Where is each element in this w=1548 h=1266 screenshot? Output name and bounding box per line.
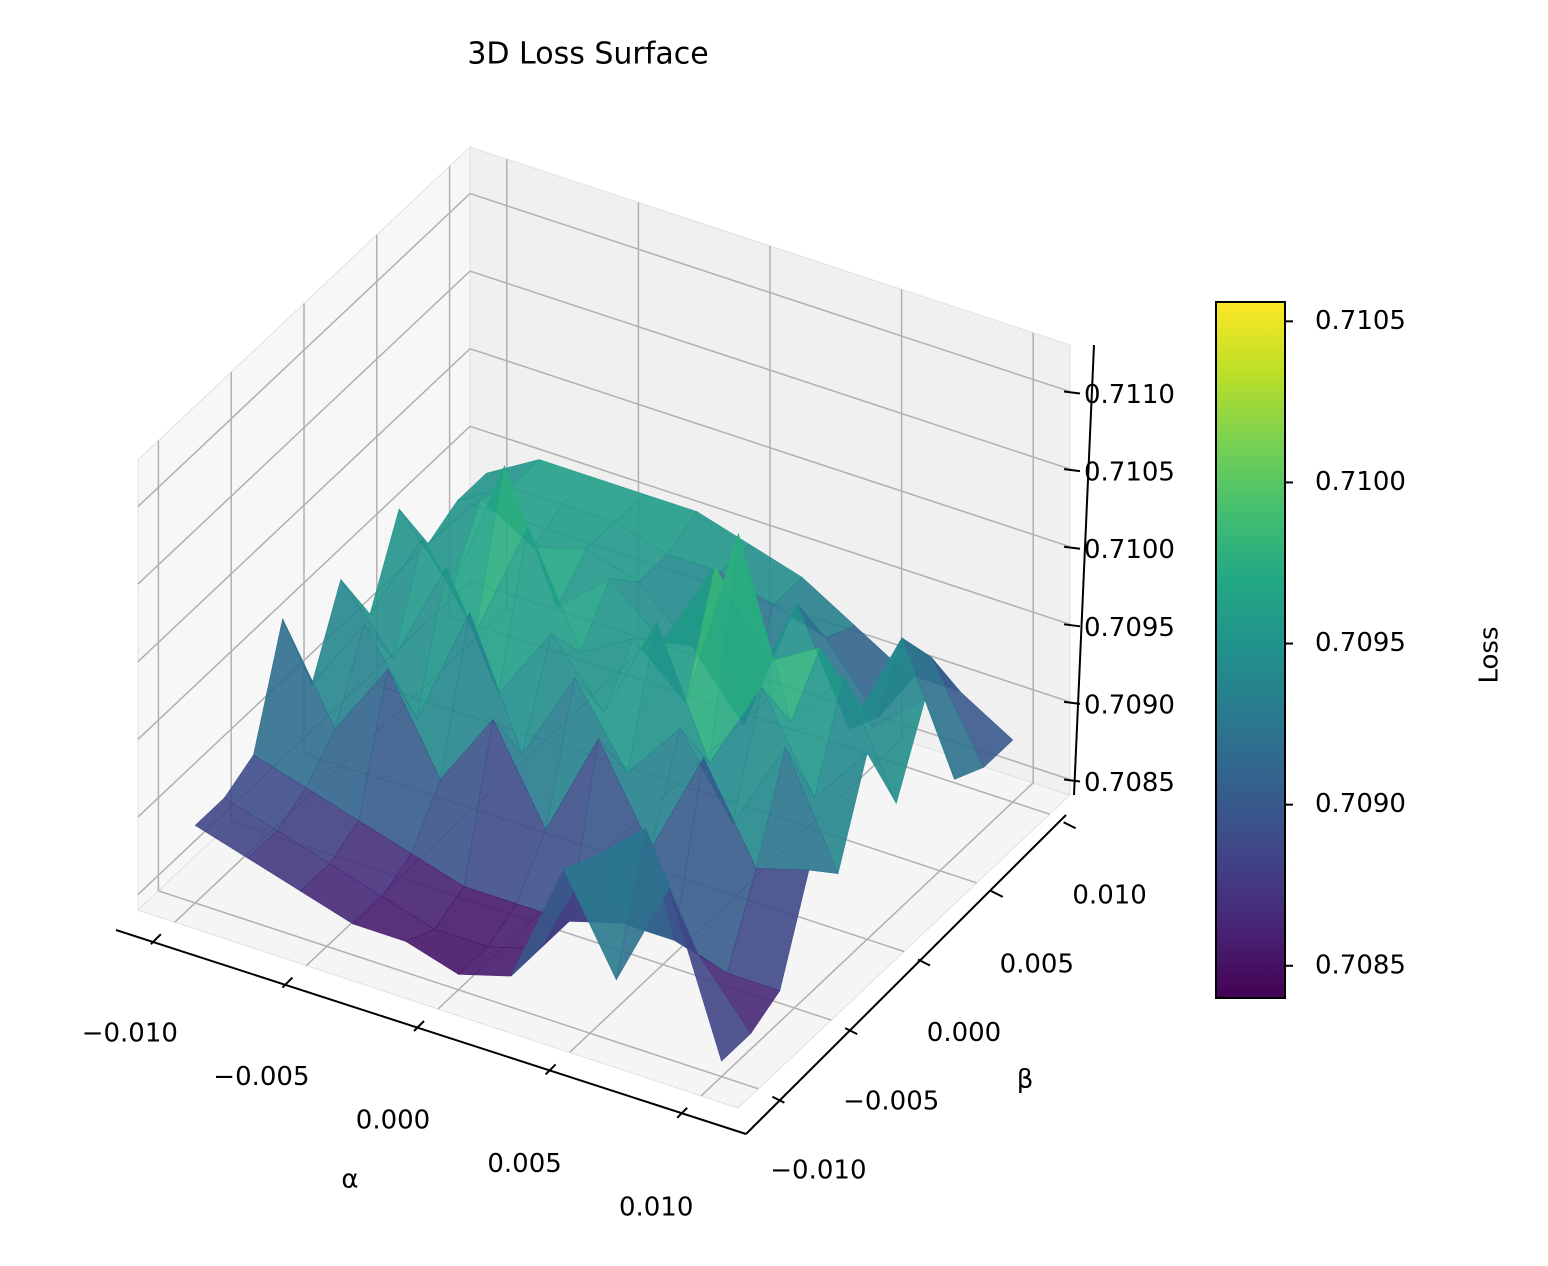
z-tick-label: 0.7105	[1084, 458, 1175, 488]
y-tick-label: 0.000	[927, 1018, 1001, 1048]
z-tick-label: 0.7085	[1084, 768, 1175, 798]
z-axis-line	[1073, 344, 1095, 796]
x-tick-label: 0.010	[619, 1192, 693, 1222]
y-tick-mark	[844, 1027, 858, 1036]
colorbar-tick-label: 0.7100	[1315, 467, 1406, 497]
z-tick-label: 0.7100	[1084, 535, 1175, 565]
colorbar-tick-label: 0.7095	[1315, 628, 1406, 658]
y-axis-line	[745, 814, 1067, 1135]
x-axis-label: α	[341, 1165, 358, 1195]
grid-line	[137, 425, 1071, 740]
y-tick-label: 0.005	[1000, 949, 1074, 979]
x-tick-label: 0.005	[487, 1149, 561, 1179]
colorbar-label: Loss	[1475, 626, 1505, 683]
z-tick-label: 0.7095	[1084, 613, 1175, 643]
z-tick-mark	[1063, 545, 1081, 550]
x-tick-mark	[281, 976, 294, 989]
z-tick-label: 0.7090	[1084, 690, 1175, 720]
z-tick-label: 0.7110	[1084, 380, 1175, 410]
colorbar-tick-label: 0.7090	[1315, 789, 1406, 819]
x-axis-line	[115, 929, 747, 1135]
colorbar	[1215, 301, 1286, 999]
y-tick-mark	[1063, 821, 1077, 830]
x-tick-mark	[413, 1020, 425, 1032]
z-tick-mark	[1063, 778, 1081, 783]
grid-line	[137, 192, 1071, 508]
grid-line	[137, 347, 1071, 663]
y-tick-label: −0.010	[770, 1155, 866, 1185]
z-tick-mark	[1063, 623, 1081, 628]
colorbar-tick-label: 0.7105	[1315, 306, 1406, 336]
x-tick-mark	[544, 1063, 557, 1076]
grid-line	[157, 440, 759, 1090]
y-tick-label: −0.005	[843, 1087, 939, 1117]
surface-face	[668, 888, 752, 1062]
y-tick-mark	[990, 889, 1004, 898]
x-tick-label: −0.005	[213, 1062, 309, 1092]
z-tick-mark	[1063, 390, 1081, 395]
grid-line	[137, 270, 1071, 585]
x-tick-label: −0.010	[82, 1019, 178, 1049]
colorbar-tick-label: 0.7085	[1315, 950, 1406, 980]
grid-line	[700, 332, 1034, 1097]
y-tick-label: 0.010	[1072, 881, 1146, 911]
z-tick-mark	[1063, 468, 1081, 473]
y-tick-mark	[771, 1095, 785, 1104]
chart-title: 3D Loss Surface	[467, 37, 708, 72]
y-axis-label: β	[1017, 1065, 1034, 1095]
x-tick-label: 0.000	[356, 1106, 430, 1136]
